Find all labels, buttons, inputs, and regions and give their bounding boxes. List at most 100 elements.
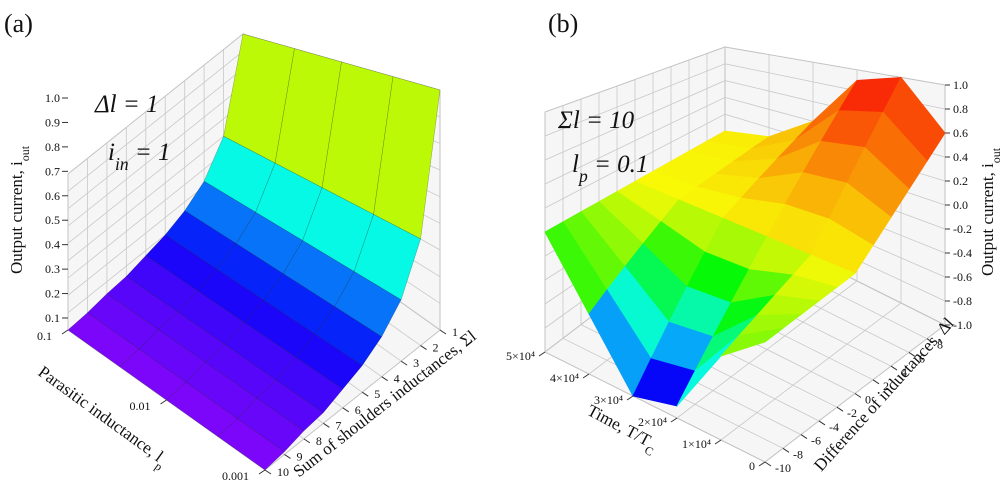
z-tick-label: 0.4	[953, 150, 968, 164]
y-tick	[284, 454, 291, 459]
x-tick	[626, 395, 634, 401]
annotation: lp = 0.1	[572, 151, 648, 186]
annotation-tail: = 0.1	[588, 151, 649, 178]
surface-patch	[217, 418, 285, 471]
axis-title: Output current, iout	[978, 147, 1003, 276]
z-tick-label: -0.4	[953, 246, 972, 260]
y-tick-label: 10	[277, 465, 289, 479]
axis-title-main: Output current, i	[7, 161, 26, 274]
y-tick-label: 2	[883, 379, 889, 393]
y-tick	[361, 391, 369, 397]
floor-grid-line	[544, 351, 766, 463]
y-tick	[764, 461, 772, 467]
surface-patch	[719, 327, 784, 357]
y-tick	[818, 420, 826, 426]
y-tick-label: -6	[811, 434, 821, 448]
y-tick	[926, 338, 934, 344]
x-tick	[538, 351, 546, 357]
x-tick	[61, 329, 69, 335]
panel-label: (b)	[548, 9, 578, 38]
x-tick	[258, 469, 266, 475]
x-tick	[160, 399, 167, 405]
x-tick-label: 0.01	[130, 399, 151, 413]
y-tick	[836, 406, 844, 412]
y-tick-label: 3	[413, 356, 419, 370]
y-tick-label: 5	[374, 387, 380, 401]
z-tick-label: 0.0	[953, 198, 968, 212]
y-tick-label: -10	[775, 461, 791, 475]
y-tick-label: 2	[433, 341, 439, 355]
x-tick-label: 5×10⁴	[506, 349, 535, 363]
y-tick	[439, 329, 447, 335]
axis-title-sub: out	[989, 147, 1003, 163]
annotation: iin = 1	[108, 139, 170, 174]
y-tick	[890, 365, 898, 371]
z-tick-label: 0.7	[45, 164, 60, 178]
x-tick	[670, 417, 678, 423]
x-tick-label: 1×10⁴	[682, 437, 711, 451]
y-tick-label: 0	[865, 393, 871, 407]
y-tick-label: 4	[901, 365, 907, 379]
z-tick-label: 0.3	[45, 262, 60, 276]
y-tick	[854, 393, 862, 398]
y-tick	[782, 447, 790, 453]
annotation-main: l	[572, 151, 579, 178]
panel-label: (a)	[4, 9, 33, 38]
annotation-main: Σl = 10	[557, 107, 635, 134]
x-tick	[758, 461, 766, 467]
x-tick-label: 2×10⁴	[638, 415, 667, 429]
annotation-main: i	[108, 139, 115, 166]
annotation: Σl = 10	[557, 107, 635, 134]
z-tick-label: 0.1	[45, 311, 60, 325]
y-tick	[381, 376, 388, 382]
z-tick-label: 1.0	[953, 78, 968, 92]
y-tick	[303, 438, 311, 444]
z-tick-label: 0.9	[45, 115, 60, 129]
annotation-sub: in	[115, 154, 129, 174]
z-tick-label: -0.2	[953, 222, 972, 236]
z-tick-label: 0.6	[953, 126, 968, 140]
annotation: Δl = 1	[94, 91, 159, 118]
axis-title-sub: out	[18, 145, 32, 161]
x-tick-label: 0	[749, 459, 755, 473]
z-tick-label: 0.8	[45, 140, 60, 154]
z-tick-label: 0.2	[953, 174, 968, 188]
z-tick-label: -0.8	[953, 294, 972, 308]
y-tick-label: -2	[847, 406, 857, 420]
z-tick-label: -0.6	[953, 270, 972, 284]
y-tick-label: -8	[793, 447, 803, 461]
y-tick-label: 7	[335, 418, 341, 432]
axis-title: Output current, iout	[7, 145, 32, 274]
y-tick-label: 9	[296, 449, 302, 463]
y-tick-label: 8	[937, 338, 943, 352]
axis-title-main: Output current, i	[978, 163, 997, 276]
y-tick-label: 6	[355, 403, 361, 417]
annotation-main: Δl = 1	[94, 91, 159, 118]
axis-title: Time, T/TC	[581, 401, 661, 459]
z-tick-label: 0.6	[45, 189, 60, 203]
z-tick-label: -1.0	[953, 318, 972, 332]
z-tick-label: 0.4	[45, 238, 60, 252]
floor-grid-line	[264, 329, 441, 471]
x-tick-label: 0.1	[37, 329, 52, 343]
y-tick-label: 8	[316, 434, 322, 448]
z-tick-label: 0.2	[45, 287, 60, 301]
x-tick-label: 4×10⁴	[550, 371, 579, 385]
x-tick-label: 0.001	[222, 469, 249, 483]
annotation-tail: = 1	[129, 139, 171, 166]
y-tick-label: 6	[919, 351, 925, 365]
z-tick-label: 1.0	[45, 91, 60, 105]
y-tick-label: 1	[452, 325, 458, 339]
y-tick	[800, 434, 808, 440]
y-tick	[342, 407, 350, 413]
y-tick	[264, 469, 272, 475]
z-tick-label: 0.8	[953, 102, 968, 116]
y-tick	[323, 422, 330, 428]
y-tick	[400, 360, 408, 366]
y-tick-label: 4	[394, 372, 400, 386]
y-tick-label: -4	[829, 420, 839, 434]
x-tick	[714, 439, 722, 445]
x-tick-label: 3×10⁴	[594, 393, 623, 407]
y-tick	[872, 379, 880, 385]
